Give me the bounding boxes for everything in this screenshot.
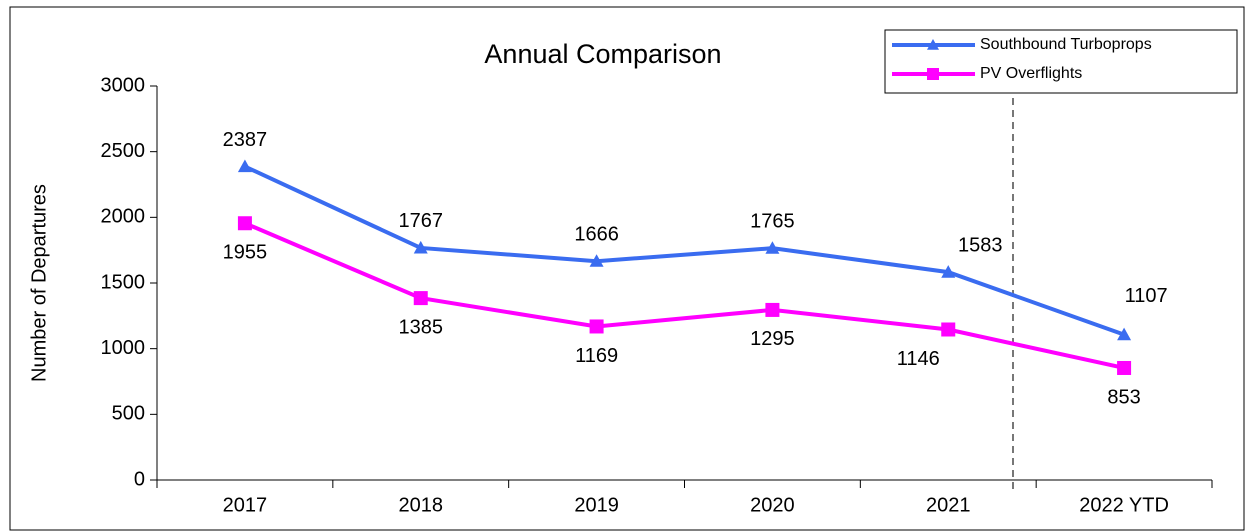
x-tick-label: 2020	[750, 494, 795, 516]
chart-frame	[9, 6, 1245, 531]
point	[765, 302, 780, 317]
legend-marker	[927, 68, 939, 80]
point	[589, 254, 604, 267]
point	[765, 241, 780, 254]
data-label: 1955	[223, 242, 268, 264]
y-tick-label: 0	[134, 468, 145, 490]
data-label: 1767	[399, 210, 444, 232]
data-label: 1295	[750, 328, 795, 350]
y-tick-label: 2500	[101, 140, 146, 162]
data-label: 2387	[223, 129, 268, 151]
point	[589, 319, 604, 334]
legend-marker	[927, 39, 939, 50]
chart-title: Annual Comparison	[484, 39, 721, 69]
data-label: 1146	[897, 348, 940, 370]
y-tick-label: 2000	[101, 206, 146, 228]
point	[1117, 327, 1132, 341]
data-label: 1169	[575, 345, 618, 367]
series-line	[244, 164, 1125, 337]
x-tick-label: 2021	[926, 494, 971, 516]
data-label: 853	[1107, 386, 1140, 408]
point	[1117, 360, 1132, 375]
y-tick-label: 500	[112, 403, 145, 425]
y-axis-title: Number of Departures	[28, 184, 50, 382]
data-label: 1107	[1125, 285, 1168, 307]
x-tick-label: 2022 YTD	[1079, 494, 1169, 516]
y-tick-label: 1000	[101, 337, 146, 359]
y-tick-label: 1500	[101, 271, 146, 293]
x-tick-label: 2018	[399, 494, 444, 516]
series-line	[244, 221, 1125, 370]
point	[413, 240, 428, 254]
point	[941, 265, 956, 278]
point	[413, 291, 428, 306]
legend-label: Southbound Turboprops	[980, 36, 1152, 53]
legend-box	[884, 29, 1238, 94]
point	[237, 216, 252, 231]
x-tick-label: 2017	[223, 494, 268, 516]
y-tick-label: 3000	[101, 74, 146, 96]
data-label: 1765	[750, 210, 795, 232]
x-tick-label: 2019	[574, 494, 619, 516]
data-label: 1666	[574, 223, 619, 245]
legend-label: PV Overflights	[980, 65, 1082, 82]
point	[237, 159, 252, 173]
point	[941, 322, 956, 337]
data-label: 1583	[958, 234, 1003, 256]
data-label: 1385	[399, 316, 444, 338]
